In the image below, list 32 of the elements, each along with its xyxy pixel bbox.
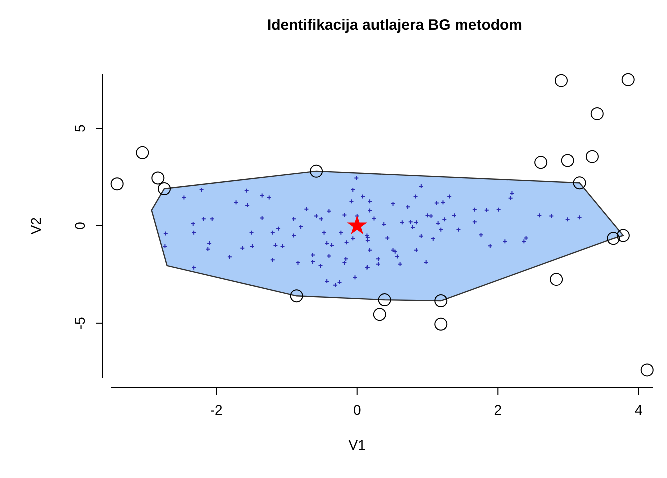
point — [136, 146, 150, 160]
point — [310, 164, 324, 178]
point — [378, 294, 392, 307]
chart-title: Identifikacija autlajera BG metodom — [267, 17, 523, 34]
x-tick-label: 0 — [353, 402, 362, 418]
point — [110, 178, 124, 191]
y-axis-title: V2 — [28, 217, 44, 235]
x-tick-label: -2 — [210, 402, 224, 418]
point — [434, 294, 448, 308]
point — [616, 229, 630, 242]
point — [573, 176, 586, 190]
x-tick-label: 4 — [635, 402, 644, 418]
point — [290, 290, 304, 303]
point — [158, 182, 171, 196]
point — [561, 154, 574, 168]
point — [534, 156, 548, 170]
y-tick-label: -5 — [72, 317, 88, 330]
point — [434, 318, 448, 331]
y-tick-label: 0 — [72, 222, 88, 230]
point — [607, 232, 620, 246]
point — [348, 216, 366, 234]
point — [554, 74, 568, 88]
point — [550, 273, 564, 286]
point — [586, 150, 599, 164]
point — [152, 172, 165, 185]
x-tick-label: 2 — [494, 402, 502, 418]
point — [640, 364, 654, 377]
x-axis-title: V1 — [348, 437, 366, 453]
point — [373, 308, 386, 322]
y-tick-label: 5 — [72, 124, 88, 132]
point — [622, 73, 635, 86]
point — [590, 107, 604, 120]
